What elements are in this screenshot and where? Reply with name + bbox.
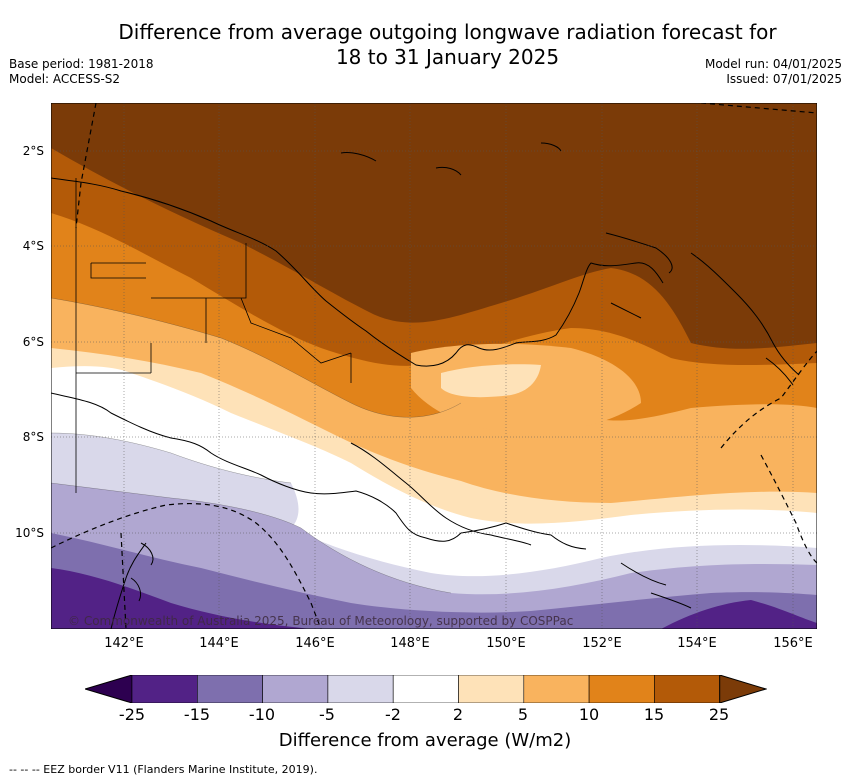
colorbar-tick: 25: [708, 705, 730, 724]
solomon-islands: [620, 562, 692, 609]
colorbar-segment: [523, 674, 590, 704]
eez-borders: [51, 103, 817, 629]
base-period-info: Base period: 1981-2018 Model: ACCESS-S2: [9, 57, 154, 87]
colorbar-segment: [458, 674, 525, 704]
bougainville: [765, 357, 794, 386]
lon-label-154e: 154°E: [677, 636, 717, 651]
lat-label-8s: 8°S: [22, 430, 44, 444]
colorbar-segment: [327, 674, 394, 704]
colorbar-tick: -15: [183, 705, 211, 724]
forecast-map: [51, 103, 817, 629]
colorbar-segment: [262, 674, 329, 704]
band-minus2-2-inner: [441, 364, 541, 398]
band-minus15-minus10: [51, 533, 817, 629]
colorbar-over-arrow: [719, 674, 768, 704]
new-ireland: [690, 252, 800, 376]
colorbar-tick: 5: [517, 705, 529, 724]
lon-label-142e: 142°E: [104, 636, 144, 651]
colorbar-svg: [83, 674, 768, 704]
title-line-2: 18 to 31 January 2025: [335, 45, 560, 69]
lon-label-144e: 144°E: [199, 636, 239, 651]
colorbar-tick: 15: [643, 705, 665, 724]
model-run-info: Model run: 04/01/2025 Issued: 07/01/2025: [705, 57, 842, 87]
colorbar-segment: [392, 674, 459, 704]
band-minus25-minus15: [51, 568, 311, 629]
graticule: [51, 103, 817, 629]
colorbar-segment: [131, 674, 198, 704]
copyright-notice: © Commonwealth of Australia 2025, Bureau…: [68, 614, 574, 628]
cape-york: [110, 542, 147, 629]
title-line-1: Difference from average outgoing longwav…: [118, 20, 777, 44]
lat-label-2s: 2°S: [22, 144, 44, 158]
band-neutral-patch: [171, 403, 261, 473]
lat-label-10s: 10°S: [15, 526, 44, 540]
colorbar-segment: [197, 674, 263, 704]
lon-label-146e: 146°E: [295, 636, 335, 651]
north-islands: [340, 142, 562, 176]
coastlines: [51, 142, 800, 629]
lat-label-4s: 4°S: [22, 239, 44, 253]
colorbar-tick: -10: [248, 705, 276, 724]
colorbar-under-arrow: [83, 674, 133, 704]
base-period: Base period: 1981-2018: [9, 57, 154, 71]
colorbar-tick: -25: [118, 705, 146, 724]
papuan-peninsula: [350, 442, 532, 546]
torres-strait-islands: [130, 542, 154, 602]
lon-label-148e: 148°E: [390, 636, 430, 651]
new-britain: [605, 232, 673, 319]
colorbar-segment: [654, 674, 721, 704]
model-run-date: Model run: 04/01/2025: [704, 57, 842, 71]
band-minus25-minus15-east: [661, 600, 817, 629]
colorbar: [83, 674, 768, 704]
colorbar-label: Difference from average (W/m2): [278, 730, 572, 751]
colorbar-segment: [588, 674, 655, 704]
colorbar-tick: -2: [385, 705, 401, 724]
province-borders: [75, 178, 352, 493]
lon-label-152e: 152°E: [582, 636, 622, 651]
lat-label-6s: 6°S: [22, 335, 44, 349]
map-title: Difference from average outgoing longwav…: [90, 20, 805, 70]
lon-label-150e: 150°E: [486, 636, 526, 651]
map-svg: [51, 103, 817, 629]
model-name: Model: ACCESS-S2: [9, 72, 121, 86]
colorbar-tick: -5: [319, 705, 335, 724]
colorbar-tick: 10: [578, 705, 600, 724]
colorbar-tick: 2: [452, 705, 464, 724]
eez-footnote: -- -- -- EEZ border V11 (Flanders Marine…: [9, 763, 318, 776]
issued-date: Issued: 07/01/2025: [726, 72, 842, 86]
lon-label-156e: 156°E: [773, 636, 813, 651]
